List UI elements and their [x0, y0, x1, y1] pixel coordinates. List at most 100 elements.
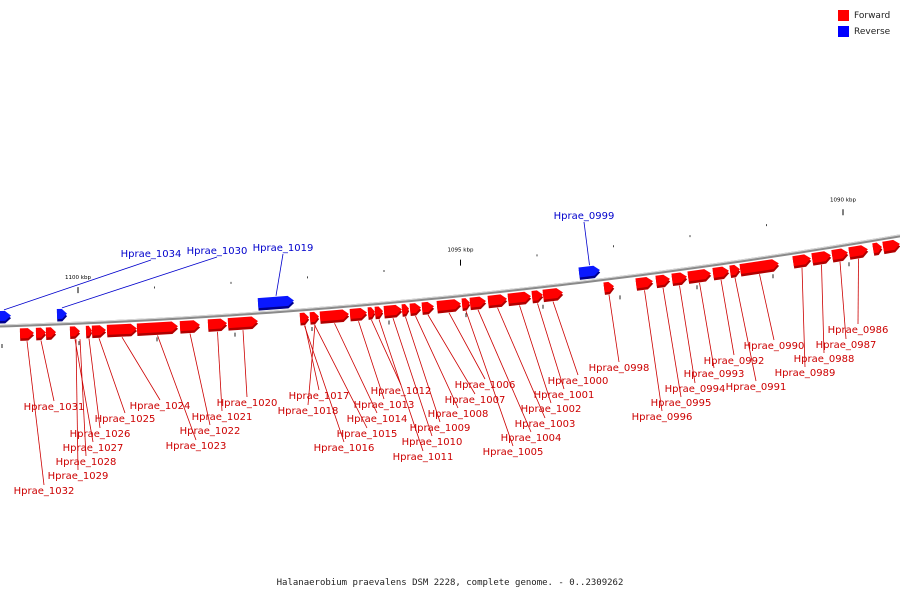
reverse-gene-arrow[interactable]: [578, 265, 601, 280]
forward-gene-label[interactable]: Hprae_0992: [704, 356, 765, 367]
legend-item-reverse[interactable]: Reverse: [838, 24, 900, 39]
forward-gene-label[interactable]: Hprae_1011: [393, 452, 454, 463]
forward-gene-arrow[interactable]: [227, 316, 259, 331]
forward-gene-label[interactable]: Hprae_0989: [775, 368, 836, 379]
forward-gene-label[interactable]: Hprae_1018: [278, 406, 339, 417]
forward-gene-arrow[interactable]: [831, 248, 849, 263]
forward-gene-label[interactable]: Hprae_1007: [445, 395, 506, 406]
forward-gene-label[interactable]: Hprae_1015: [337, 429, 398, 440]
forward-gene-label[interactable]: Hprae_1026: [70, 429, 131, 440]
reverse-gene-arrow[interactable]: [257, 295, 295, 311]
forward-gene-arrow[interactable]: [507, 291, 532, 307]
gene-leader-line: [40, 340, 55, 402]
forward-gene-label[interactable]: Hprae_1013: [354, 400, 415, 411]
forward-gene-arrow[interactable]: [655, 274, 671, 289]
forward-gene-arrow[interactable]: [349, 308, 368, 322]
forward-gene-arrow[interactable]: [374, 306, 384, 320]
forward-gene-label[interactable]: Hprae_0988: [794, 354, 855, 365]
forward-gene-arrow[interactable]: [309, 311, 320, 325]
forward-gene-arrow[interactable]: [872, 242, 883, 256]
forward-gene-label[interactable]: Hprae_1009: [410, 423, 471, 434]
forward-gene-label[interactable]: Hprae_0995: [651, 398, 712, 409]
forward-gene-arrow[interactable]: [848, 244, 869, 260]
forward-gene-arrow[interactable]: [687, 268, 712, 284]
forward-gene-arrow[interactable]: [106, 323, 138, 338]
forward-gene-arrow[interactable]: [207, 318, 228, 332]
forward-gene-label[interactable]: Hprae_0993: [684, 369, 745, 380]
forward-gene-label[interactable]: Hprae_0996: [632, 412, 693, 423]
forward-gene-arrow[interactable]: [421, 301, 435, 315]
forward-gene-arrow[interactable]: [69, 326, 81, 340]
forward-gene-label[interactable]: Hprae_1005: [483, 447, 544, 458]
forward-gene-label[interactable]: Hprae_1031: [24, 402, 85, 413]
forward-gene-arrow[interactable]: [542, 287, 564, 303]
forward-gene-arrow[interactable]: [367, 307, 376, 320]
forward-gene-arrow[interactable]: [136, 321, 179, 336]
forward-gene-arrow[interactable]: [299, 312, 310, 326]
forward-gene-arrow[interactable]: [383, 304, 403, 319]
forward-gene-label[interactable]: Hprae_1004: [501, 433, 562, 444]
forward-gene-label[interactable]: Hprae_1025: [95, 414, 156, 425]
forward-gene-label[interactable]: Hprae_1001: [534, 390, 595, 401]
forward-gene-arrow[interactable]: [811, 250, 832, 266]
forward-gene-arrow[interactable]: [401, 304, 410, 317]
reverse-gene-label[interactable]: Hprae_1019: [253, 243, 314, 254]
gene-arrow-body: [848, 245, 868, 258]
forward-gene-arrow[interactable]: [319, 309, 350, 324]
forward-gene-arrow[interactable]: [91, 325, 107, 339]
forward-gene-arrow[interactable]: [671, 272, 688, 287]
forward-gene-arrow[interactable]: [179, 320, 201, 334]
forward-gene-label[interactable]: Hprae_1014: [347, 414, 408, 425]
forward-gene-arrow[interactable]: [436, 299, 462, 314]
forward-gene-label[interactable]: Hprae_1023: [166, 441, 227, 452]
legend-item-forward[interactable]: Forward: [838, 8, 900, 23]
forward-gene-arrow[interactable]: [19, 328, 35, 341]
forward-gene-label[interactable]: Hprae_1020: [217, 398, 278, 409]
reverse-gene-label[interactable]: Hprae_1034: [121, 249, 182, 260]
forward-gene-label[interactable]: Hprae_0991: [726, 382, 787, 393]
forward-gene-arrow[interactable]: [409, 303, 422, 317]
forward-gene-arrow[interactable]: [461, 298, 471, 311]
reverse-gene-label[interactable]: Hprae_0999: [554, 211, 615, 222]
forward-gene-arrow[interactable]: [45, 327, 57, 340]
forward-gene-label[interactable]: Hprae_1029: [48, 471, 109, 482]
forward-gene-label[interactable]: Hprae_1006: [455, 380, 516, 391]
forward-gene-arrow[interactable]: [729, 264, 741, 278]
forward-gene-arrow[interactable]: [739, 258, 780, 277]
forward-gene-arrow[interactable]: [35, 327, 47, 341]
forward-gene-arrow[interactable]: [603, 281, 615, 295]
reverse-gene-arrow[interactable]: [56, 308, 68, 322]
forward-gene-label[interactable]: Hprae_1027: [63, 443, 124, 454]
forward-gene-label[interactable]: Hprae_1002: [521, 404, 582, 415]
forward-gene-arrow[interactable]: [792, 253, 812, 269]
forward-gene-label[interactable]: Hprae_1012: [371, 386, 432, 397]
forward-gene-arrow[interactable]: [882, 239, 900, 255]
forward-gene-arrow[interactable]: [487, 294, 508, 309]
forward-gene-label[interactable]: Hprae_1021: [192, 412, 253, 423]
forward-gene-label[interactable]: Hprae_1016: [314, 443, 375, 454]
forward-gene-label[interactable]: Hprae_1028: [56, 457, 117, 468]
reverse-gene-arrow[interactable]: [0, 310, 12, 324]
forward-gene-arrow[interactable]: [712, 266, 730, 281]
gene-arrow-body: [69, 326, 80, 337]
forward-gene-arrow[interactable]: [635, 276, 654, 291]
forward-gene-label[interactable]: Hprae_0994: [665, 384, 726, 395]
forward-gene-label[interactable]: Hprae_1024: [130, 401, 191, 412]
forward-gene-label[interactable]: Hprae_0986: [828, 325, 889, 336]
forward-gene-label[interactable]: Hprae_1010: [402, 437, 463, 448]
gene-arrow-body: [319, 309, 349, 322]
forward-gene-label[interactable]: Hprae_1003: [515, 419, 576, 430]
forward-gene-label[interactable]: Hprae_1032: [14, 486, 75, 497]
forward-gene-label[interactable]: Hprae_1022: [180, 426, 241, 437]
forward-gene-label[interactable]: Hprae_1000: [548, 376, 609, 387]
gene-arrow-body: [349, 308, 367, 319]
forward-gene-label[interactable]: Hprae_1017: [289, 391, 350, 402]
forward-gene-arrow[interactable]: [531, 290, 544, 304]
forward-gene-label[interactable]: Hprae_0990: [744, 341, 805, 352]
forward-gene-label[interactable]: Hprae_1008: [428, 409, 489, 420]
reverse-gene-label[interactable]: Hprae_1030: [187, 246, 248, 257]
forward-gene-label[interactable]: Hprae_0998: [589, 363, 650, 374]
forward-gene-label[interactable]: Hprae_0987: [816, 340, 877, 351]
forward-gene-arrow[interactable]: [469, 296, 487, 311]
forward-gene-arrow[interactable]: [85, 325, 93, 339]
